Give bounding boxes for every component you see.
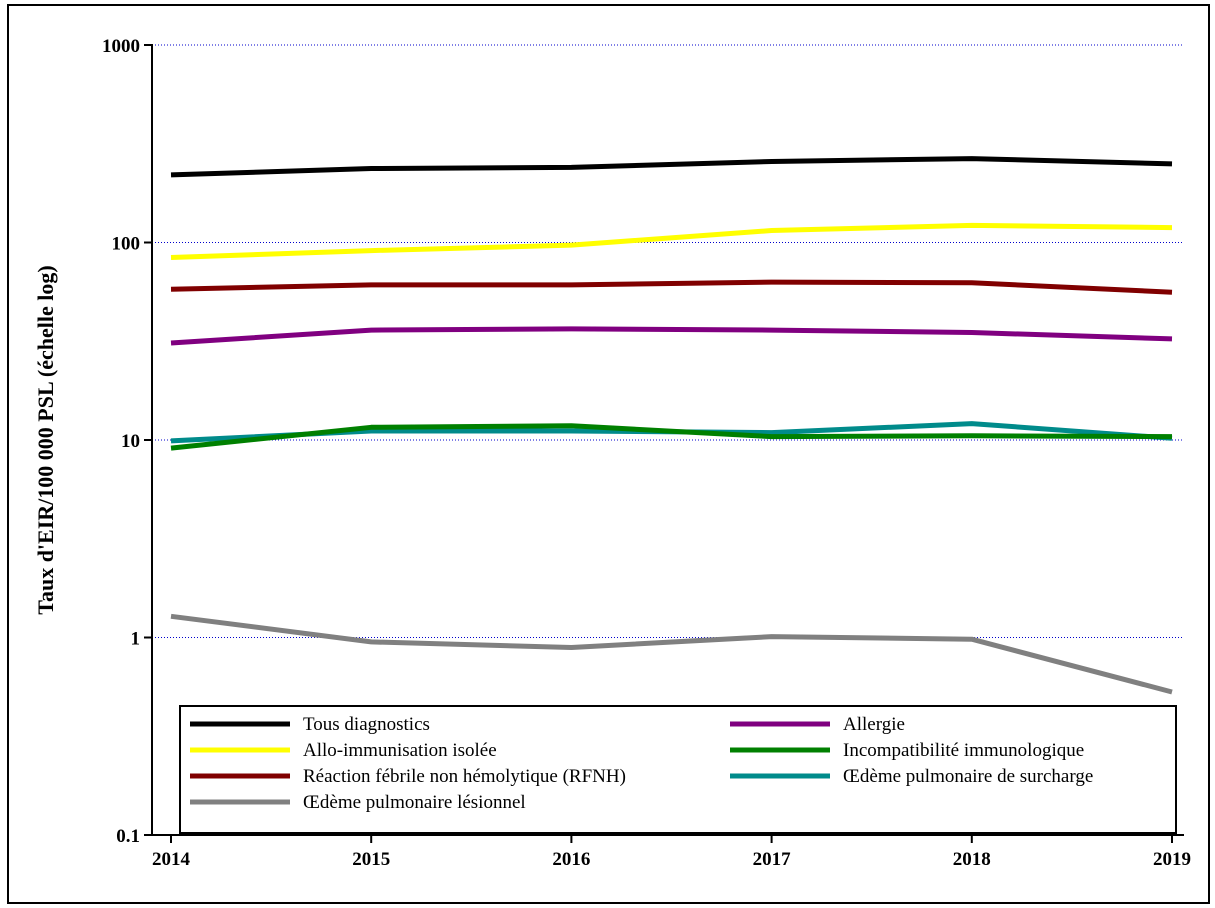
series-line-2 [170, 222, 1173, 260]
legend-box [179, 705, 1177, 834]
x-tick-label: 2016 [552, 849, 590, 870]
legend: Tous diagnostics Allergie Allo-immunisatio… [179, 705, 1177, 834]
series-line-4 [170, 279, 1173, 295]
series-line-6 [170, 613, 1173, 695]
y-tick-label: 0.1 [116, 826, 140, 847]
series-line-1 [170, 326, 1173, 346]
series-line-0 [170, 156, 1173, 178]
legend-label: Allergie [843, 714, 905, 735]
y-axis-label: Taux d'EIR/100 000 PSL (échelle log) [33, 265, 58, 614]
x-tick-label: 2015 [352, 849, 390, 870]
legend-label: Réaction fébrile non hémolytique (RFNH) [303, 766, 626, 787]
chart-frame [7, 4, 1210, 904]
x-tick-label: 2019 [1153, 849, 1191, 870]
x-tick-label: 2014 [152, 849, 191, 870]
legend-label: Œdème pulmonaire lésionnel [303, 792, 526, 813]
y-tick-label: 10 [121, 431, 140, 452]
axes: 0.1 1 10 100 1000 2014 2015 2016 2017 2018 2019 [102, 36, 1191, 870]
legend-label: Œdème pulmonaire de surcharge [843, 766, 1093, 787]
legend-label: Tous diagnostics [303, 714, 430, 735]
x-tick-label: 2017 [753, 849, 792, 870]
series-lines [170, 156, 1173, 695]
legend-label: Allo-immunisation isolée [303, 740, 497, 761]
series-line-3 [170, 423, 1173, 451]
x-tick-label: 2018 [953, 849, 991, 870]
legend-label: Incompatibilité immunologique [843, 740, 1084, 761]
y-tick-label: 1000 [102, 36, 140, 57]
y-tick-label: 100 [112, 234, 141, 255]
y-tick-label: 1 [131, 629, 141, 650]
